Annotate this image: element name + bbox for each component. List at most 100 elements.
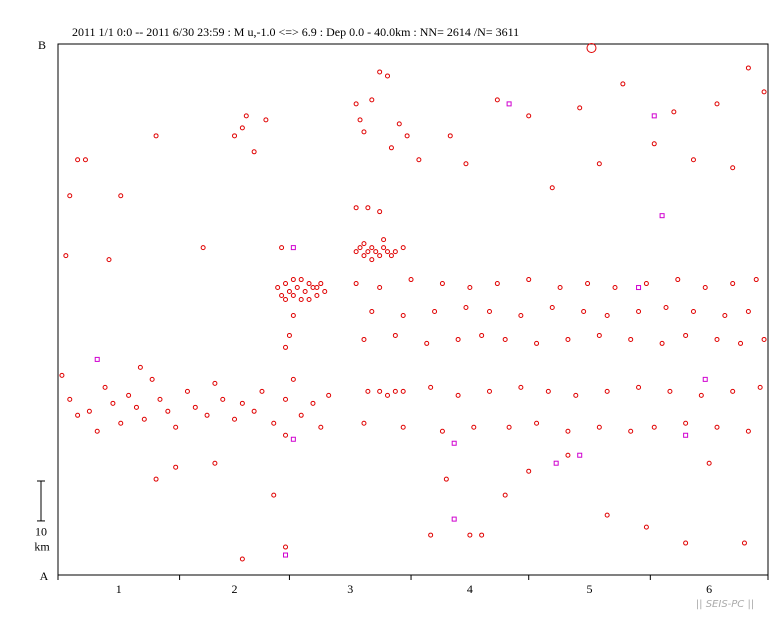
event xyxy=(596,424,602,430)
event xyxy=(283,281,289,287)
event xyxy=(232,416,238,422)
event xyxy=(730,281,736,287)
event xyxy=(283,432,289,438)
event xyxy=(220,396,226,402)
event xyxy=(494,281,500,287)
event xyxy=(667,388,673,394)
event-square xyxy=(451,516,457,522)
event xyxy=(263,117,269,123)
event xyxy=(302,289,308,295)
event xyxy=(365,205,371,211)
event xyxy=(557,285,563,291)
event xyxy=(636,308,642,314)
event xyxy=(738,340,744,346)
event xyxy=(279,245,285,251)
event xyxy=(149,376,155,382)
event xyxy=(353,249,359,255)
x-tick-label: 2 xyxy=(232,582,238,596)
event xyxy=(279,293,285,299)
event xyxy=(59,372,65,378)
event xyxy=(392,249,398,255)
event xyxy=(388,253,394,259)
event xyxy=(761,89,767,95)
event xyxy=(377,388,383,394)
event xyxy=(573,392,579,398)
event-square xyxy=(636,285,642,291)
event xyxy=(443,476,449,482)
event xyxy=(141,416,147,422)
event xyxy=(102,384,108,390)
event xyxy=(67,396,73,402)
event xyxy=(326,392,332,398)
event xyxy=(455,392,461,398)
event xyxy=(620,81,626,87)
event xyxy=(290,312,296,318)
event xyxy=(106,257,112,263)
event xyxy=(204,412,210,418)
event xyxy=(353,205,359,211)
event xyxy=(388,145,394,151)
event xyxy=(479,332,485,338)
event xyxy=(722,312,728,318)
event xyxy=(298,297,304,303)
event xyxy=(377,285,383,291)
event xyxy=(698,392,704,398)
event xyxy=(259,388,265,394)
event-square xyxy=(506,101,512,107)
event xyxy=(369,97,375,103)
x-tick-label: 6 xyxy=(706,582,712,596)
event xyxy=(137,364,143,370)
event xyxy=(118,193,124,199)
event xyxy=(447,133,453,139)
event xyxy=(212,460,218,466)
event xyxy=(439,428,445,434)
event xyxy=(671,109,677,115)
event xyxy=(690,157,696,163)
event xyxy=(506,424,512,430)
scale-bar-unit: km xyxy=(34,540,50,554)
event xyxy=(298,412,304,418)
event xyxy=(643,281,649,287)
event xyxy=(526,113,532,119)
event xyxy=(432,308,438,314)
event xyxy=(479,532,485,538)
event-square xyxy=(553,460,559,466)
event xyxy=(400,424,406,430)
scale-bar-label: 10 xyxy=(35,525,47,539)
event xyxy=(604,388,610,394)
event xyxy=(428,384,434,390)
event xyxy=(373,249,379,255)
event xyxy=(596,161,602,167)
event xyxy=(467,285,473,291)
event xyxy=(184,388,190,394)
event xyxy=(675,277,681,283)
event xyxy=(153,476,159,482)
event xyxy=(683,332,689,338)
event xyxy=(761,336,767,342)
event xyxy=(659,340,665,346)
event xyxy=(757,384,763,390)
event xyxy=(290,376,296,382)
event xyxy=(526,277,532,283)
event xyxy=(361,336,367,342)
event xyxy=(424,340,430,346)
event xyxy=(283,297,289,303)
event xyxy=(471,424,477,430)
event xyxy=(745,308,751,314)
event xyxy=(565,452,571,458)
event xyxy=(596,332,602,338)
event xyxy=(173,464,179,470)
event xyxy=(730,388,736,394)
event xyxy=(628,336,634,342)
event xyxy=(239,125,245,131)
event xyxy=(612,285,618,291)
event xyxy=(353,101,359,107)
event xyxy=(467,532,473,538)
y-bottom-label: A xyxy=(40,569,49,583)
event xyxy=(565,336,571,342)
event xyxy=(381,245,387,251)
event xyxy=(67,193,73,199)
event xyxy=(75,157,81,163)
event xyxy=(494,97,500,103)
